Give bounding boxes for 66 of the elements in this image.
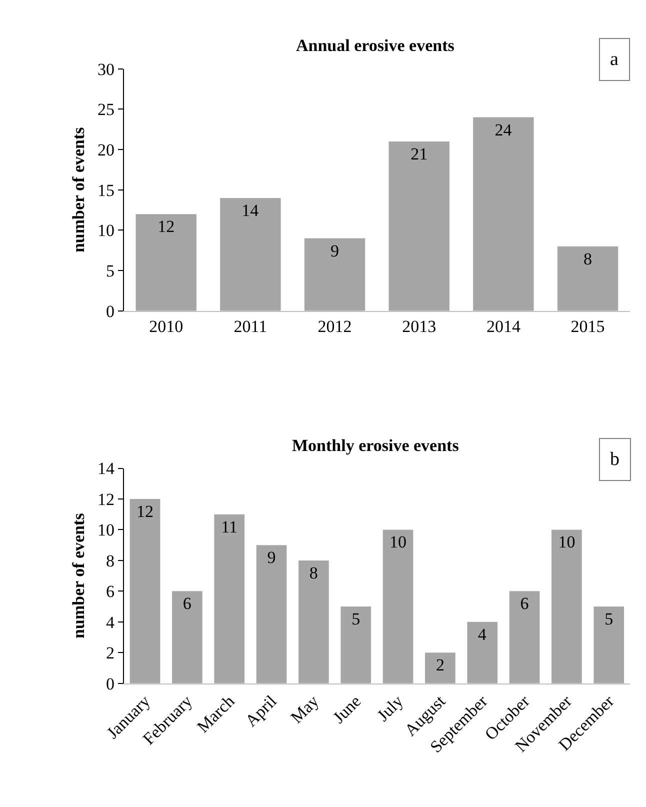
data-label: 2 [436, 656, 444, 675]
y-tick-label: 15 [98, 180, 115, 200]
data-label: 8 [584, 249, 592, 268]
data-label: 6 [182, 594, 192, 614]
y-axis-title: number of events [69, 512, 88, 638]
data-label: 9 [267, 548, 276, 568]
y-tick-label: 5 [106, 261, 115, 280]
x-tick-label: 2015 [570, 317, 605, 336]
data-label: 4 [478, 624, 487, 644]
bar [552, 530, 582, 684]
x-tick-label: 2010 [149, 317, 184, 336]
bar [340, 606, 372, 684]
bar [304, 238, 366, 311]
bar [473, 117, 534, 311]
y-tick-label: 6 [106, 582, 115, 602]
data-label: 12 [136, 502, 154, 521]
data-label: 11 [221, 517, 238, 536]
annotation: b [610, 449, 620, 470]
y-tick-label: 8 [106, 551, 115, 570]
y-tick-label: 10 [98, 520, 115, 540]
bar [130, 499, 160, 684]
bar [467, 622, 498, 684]
data-label: 10 [390, 532, 407, 552]
y-tick-label: 25 [98, 100, 115, 120]
bar [136, 214, 196, 311]
y-tick-label: 0 [106, 302, 115, 321]
x-tick-label: 2013 [402, 317, 436, 336]
bar [425, 652, 456, 684]
bar [382, 530, 414, 684]
chart-title: Monthly erosive events [292, 436, 460, 455]
data-label: 14 [242, 200, 260, 220]
y-tick-label: 30 [98, 60, 115, 79]
x-tick-label: 2014 [486, 317, 521, 336]
y-tick-label: 10 [98, 221, 115, 240]
bar [509, 591, 540, 684]
bar [172, 591, 202, 684]
bar [298, 560, 329, 684]
x-tick-label: 2011 [234, 317, 268, 336]
y-tick-label: 14 [98, 459, 116, 478]
y-tick-label: 2 [106, 644, 115, 663]
x-tick-label: July [373, 691, 408, 726]
bar [220, 198, 281, 311]
data-label: 8 [309, 563, 318, 582]
y-tick-label: 0 [106, 674, 115, 694]
chart-title: Annual erosive events [296, 36, 455, 55]
annotation: a [610, 49, 619, 70]
bar [557, 246, 618, 311]
y-tick-label: 20 [98, 140, 115, 160]
x-tick-label: June [329, 692, 365, 728]
bar [214, 514, 245, 684]
data-label: 6 [520, 594, 529, 614]
data-label: 9 [330, 241, 340, 260]
y-axis-title: number of events [69, 126, 88, 253]
data-label: 12 [158, 217, 175, 236]
data-label: 21 [410, 144, 428, 164]
bar [594, 606, 624, 684]
y-tick-label: 12 [98, 490, 115, 509]
x-tick-label: 2012 [318, 317, 352, 336]
data-label: 24 [494, 120, 512, 140]
data-label: 5 [352, 610, 360, 629]
data-label: 5 [604, 610, 614, 629]
bar [388, 142, 450, 311]
x-tick-label: May [287, 691, 323, 728]
bar [256, 545, 287, 684]
y-tick-label: 4 [106, 612, 116, 632]
data-label: 10 [558, 532, 576, 552]
